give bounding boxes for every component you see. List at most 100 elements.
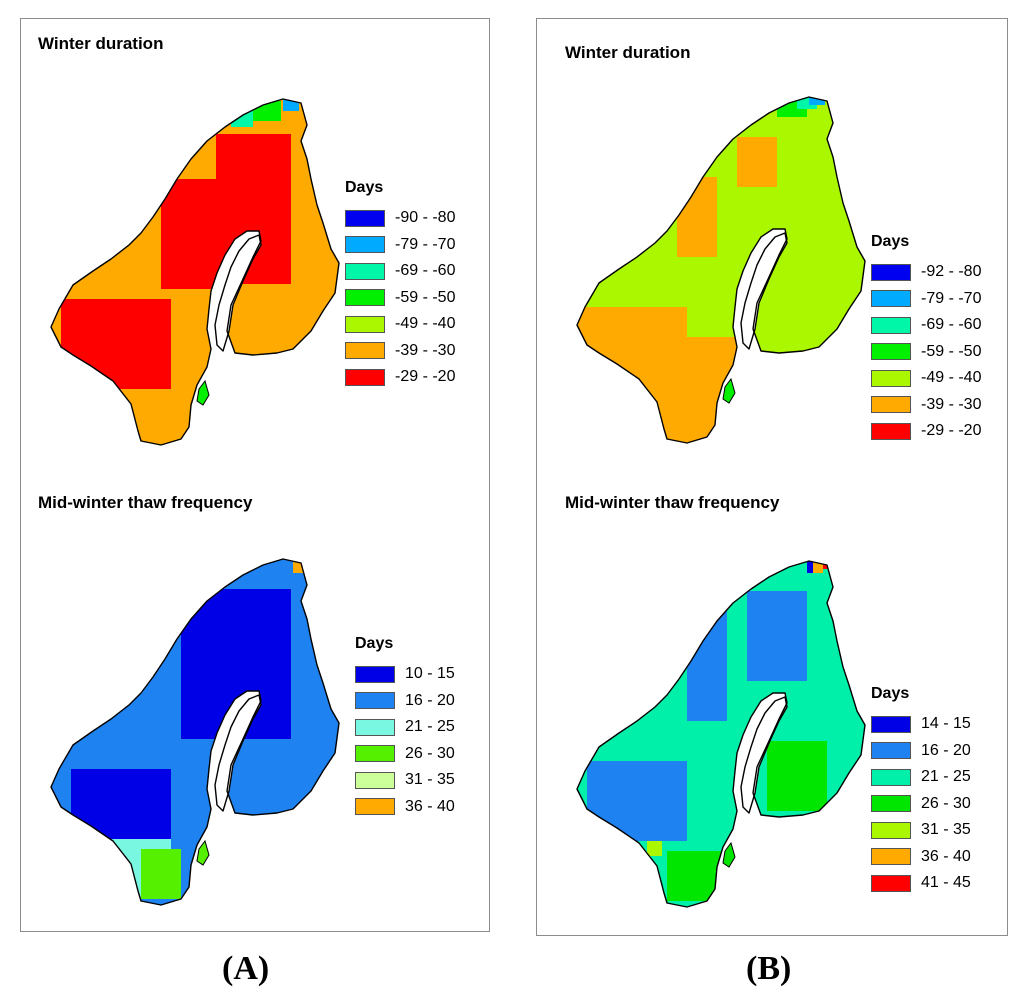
legend-label: -59 - -50 bbox=[395, 288, 456, 306]
legend-swatch bbox=[355, 771, 395, 789]
legend-item: -29 - -20 bbox=[871, 418, 981, 445]
legend-label: -39 - -30 bbox=[921, 395, 982, 413]
map-region bbox=[747, 821, 761, 837]
legend-swatch bbox=[871, 316, 911, 334]
map-region bbox=[647, 841, 662, 856]
map-thaw-frequency-a bbox=[50, 558, 340, 906]
legend-winter-duration-b: Days -92 - -80 -79 - -70 -69 - -60 -59 - -5… bbox=[871, 233, 981, 445]
legend-winter-duration-a: Days -90 - -80 -79 - -70 -69 - -60 -59 - -5… bbox=[345, 179, 455, 391]
legend-swatch bbox=[871, 821, 911, 839]
legend-item: 26 - 30 bbox=[871, 791, 971, 818]
legend-title: Days bbox=[871, 233, 910, 250]
map-region bbox=[647, 337, 757, 443]
legend-swatch bbox=[355, 718, 395, 736]
legend-swatch bbox=[355, 665, 395, 683]
legend-item: -49 - -40 bbox=[871, 365, 981, 392]
legend-label: -79 - -70 bbox=[395, 235, 456, 253]
legend-item: -29 - -20 bbox=[345, 364, 455, 391]
coastline bbox=[576, 560, 866, 908]
legend-swatch bbox=[871, 742, 911, 760]
legend-swatch bbox=[345, 315, 385, 333]
legend-label: -39 - -30 bbox=[395, 341, 456, 359]
legend-swatch bbox=[355, 798, 395, 816]
map-region bbox=[813, 561, 823, 573]
legend-label: -49 - -40 bbox=[921, 369, 982, 387]
legend-label: -92 - -80 bbox=[921, 263, 982, 281]
map-title-thaw-frequency: Mid-winter thaw frequency bbox=[38, 493, 253, 512]
legend-item: 36 - 40 bbox=[871, 844, 971, 871]
map-region bbox=[677, 177, 717, 257]
legend-swatch bbox=[871, 369, 911, 387]
legend-label: -29 - -20 bbox=[921, 422, 982, 440]
map-region bbox=[587, 761, 687, 841]
panel-label-b: (B) bbox=[746, 950, 792, 987]
map-region bbox=[61, 299, 171, 389]
map-winter-duration-a bbox=[50, 98, 340, 446]
map-region bbox=[737, 137, 777, 187]
legend-swatch bbox=[345, 209, 385, 227]
legend-swatch bbox=[871, 343, 911, 361]
legend-swatch bbox=[871, 422, 911, 440]
legend-swatch bbox=[871, 263, 911, 281]
map-region bbox=[747, 591, 807, 681]
map-region bbox=[221, 819, 235, 839]
map-title-thaw-frequency: Mid-winter thaw frequency bbox=[565, 493, 780, 512]
legend-swatch bbox=[345, 289, 385, 307]
legend-item: 21 - 25 bbox=[355, 714, 455, 741]
legend-item: -49 - -40 bbox=[345, 311, 455, 338]
legend-item: 31 - 35 bbox=[355, 767, 455, 794]
map-region bbox=[667, 851, 727, 901]
coastline bbox=[50, 98, 340, 446]
legend-label: 36 - 40 bbox=[405, 797, 455, 815]
legend-label: 21 - 25 bbox=[405, 718, 455, 736]
map-region bbox=[767, 741, 827, 811]
legend-label: 26 - 30 bbox=[921, 794, 971, 812]
coastline bbox=[50, 558, 340, 906]
map-fill bbox=[51, 99, 339, 445]
gotland-island bbox=[722, 377, 736, 404]
map-title-winter-duration: Winter duration bbox=[565, 43, 691, 62]
legend-swatch bbox=[871, 396, 911, 414]
legend-label: 14 - 15 bbox=[921, 715, 971, 733]
legend-label: 41 - 45 bbox=[921, 874, 971, 892]
legend-swatch bbox=[345, 368, 385, 386]
map-region bbox=[71, 769, 171, 839]
legend-item: 16 - 20 bbox=[355, 688, 455, 715]
legend-title: Days bbox=[355, 635, 394, 652]
legend-item: -90 - -80 bbox=[345, 205, 455, 232]
legend-label: -69 - -60 bbox=[395, 262, 456, 280]
legend-item: 36 - 40 bbox=[355, 794, 455, 821]
legend-swatch bbox=[345, 342, 385, 360]
legend-item: -79 - -70 bbox=[871, 286, 981, 313]
map-region bbox=[141, 849, 181, 899]
panel-label-a: (A) bbox=[222, 950, 270, 987]
legend-label: 10 - 15 bbox=[405, 665, 455, 683]
panel-b: Winter duration Days -92 - -80 -79 - -70 -… bbox=[536, 18, 1008, 936]
legend-label: -49 - -40 bbox=[395, 315, 456, 333]
legend-label: 31 - 35 bbox=[405, 771, 455, 789]
map-title-winter-duration: Winter duration bbox=[38, 34, 164, 53]
map-region bbox=[687, 601, 727, 721]
legend-title: Days bbox=[345, 179, 384, 196]
legend-label: -79 - -70 bbox=[921, 289, 982, 307]
legend-item: 10 - 15 bbox=[355, 661, 455, 688]
legend-swatch bbox=[871, 848, 911, 866]
legend-item: -69 - -60 bbox=[345, 258, 455, 285]
legend-swatch bbox=[871, 290, 911, 308]
map-region bbox=[809, 97, 825, 105]
legend-item: -39 - -30 bbox=[871, 392, 981, 419]
map-fill bbox=[577, 561, 865, 907]
legend-item: -92 - -80 bbox=[871, 259, 981, 286]
map-fill bbox=[577, 97, 865, 443]
legend-swatch bbox=[355, 745, 395, 763]
map-winter-duration-b bbox=[576, 96, 866, 444]
gotland-island bbox=[196, 379, 210, 406]
map-region bbox=[216, 134, 291, 284]
coastline bbox=[576, 96, 866, 444]
legend-item: -59 - -50 bbox=[871, 339, 981, 366]
legend-label: 16 - 20 bbox=[921, 741, 971, 759]
legend-item: 26 - 30 bbox=[355, 741, 455, 768]
gotland-island bbox=[196, 839, 210, 866]
legend-label: 31 - 35 bbox=[921, 821, 971, 839]
legend-swatch bbox=[345, 262, 385, 280]
